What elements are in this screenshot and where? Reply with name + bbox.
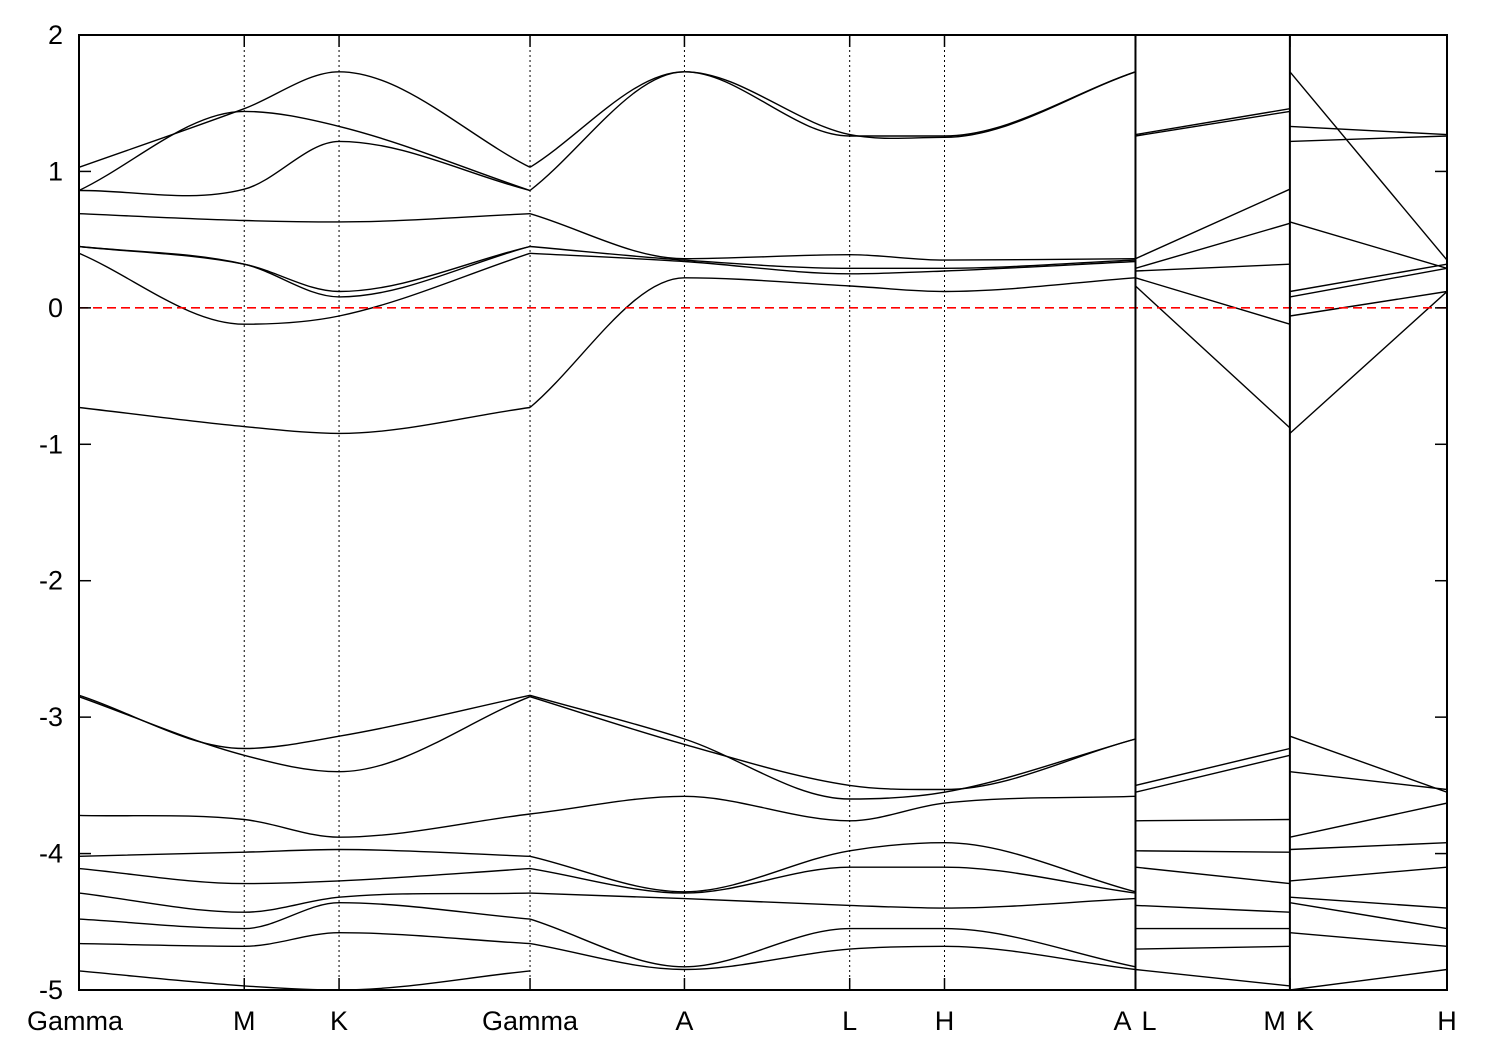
y-axis-ticks: 2 1 0 -1 -2 -3 -4 -5 [39,20,1447,1005]
band-line [1289,290,1447,317]
x-tick-label: H [935,1006,955,1036]
band-line [1135,263,1290,272]
x-tick-label: Gamma [27,1006,124,1036]
band-line [529,918,1136,968]
band-line [529,942,1136,971]
x-tick-label: L [842,1006,857,1036]
band-line [529,892,1136,909]
band-line [1289,71,1447,261]
band-line [529,71,1136,192]
band-line [79,213,531,223]
band-line [1135,904,1290,913]
band-line [1135,850,1290,853]
y-tick-label: -2 [39,566,63,596]
band-line [1135,222,1291,269]
y-tick-label: -1 [39,429,63,459]
x-tick-label: H [1437,1006,1457,1036]
band-line [1289,866,1447,882]
y-tick-label: 1 [48,156,63,186]
band-line [79,931,531,948]
y-tick-label: 2 [48,20,63,50]
band-line [1135,108,1291,136]
band-line [1135,110,1291,137]
band-line [1289,135,1447,143]
x-tick-label: M [1263,1006,1286,1036]
band-line [529,696,1136,791]
x-tick-label: K [1296,1006,1314,1036]
grid-layer [243,35,1291,990]
band-line [1135,747,1291,787]
band-line [1289,802,1447,838]
x-tick-label: M [233,1006,256,1036]
band-line [529,694,1136,800]
x-tick-label: A [675,1006,693,1036]
band-line [1289,263,1447,293]
band-line [1289,125,1447,136]
band-line [1135,277,1291,325]
y-tick-label: -3 [39,702,63,732]
band-line [1135,945,1290,950]
band-line [1135,866,1290,885]
band-line [1289,290,1447,434]
band-line [1289,896,1447,909]
band-line [1289,842,1447,851]
x-axis-ticks: Gamma M K Gamma A L H A L M K H [27,35,1457,1036]
band-line [529,866,1136,894]
band-line [529,841,1136,893]
band-line [79,970,531,990]
x-tick-label: L [1141,1006,1156,1036]
band-line [529,795,1136,822]
y-tick-label: -4 [39,839,63,869]
band-line [529,252,1136,275]
band-line [79,867,531,885]
band-line [79,406,531,435]
y-tick-label: 0 [48,293,63,323]
band-line [529,213,1136,261]
band-line [1135,968,1290,987]
x-tick-label: A [1113,1006,1131,1036]
band-line [1135,818,1290,822]
band-line [79,813,531,838]
band-line [79,140,531,197]
band-line [1289,221,1447,269]
band-line [1135,754,1291,793]
x-tick-label: Gamma [482,1006,579,1036]
band-line [1289,968,1447,990]
band-line [79,848,531,857]
y-tick-label: -5 [39,975,63,1005]
band-line [1135,188,1291,260]
band-line [79,901,531,930]
band-line [79,110,531,192]
plot-border [78,34,1448,991]
band-line [529,71,1136,168]
band-line [1289,902,1447,930]
band-line [79,245,531,293]
band-line [79,71,531,168]
band-line [1289,735,1447,793]
band-line [1289,267,1447,298]
band-line [79,252,531,325]
band-line [79,892,531,913]
band-line [1135,285,1291,429]
band-line [529,245,1136,270]
plot-frame [78,34,1448,991]
x-tick-label: K [330,1006,348,1036]
band-line [1289,932,1447,947]
band-line [1289,771,1447,791]
band-line [79,696,531,773]
band-lines [79,71,1447,990]
band-line [529,277,1136,409]
